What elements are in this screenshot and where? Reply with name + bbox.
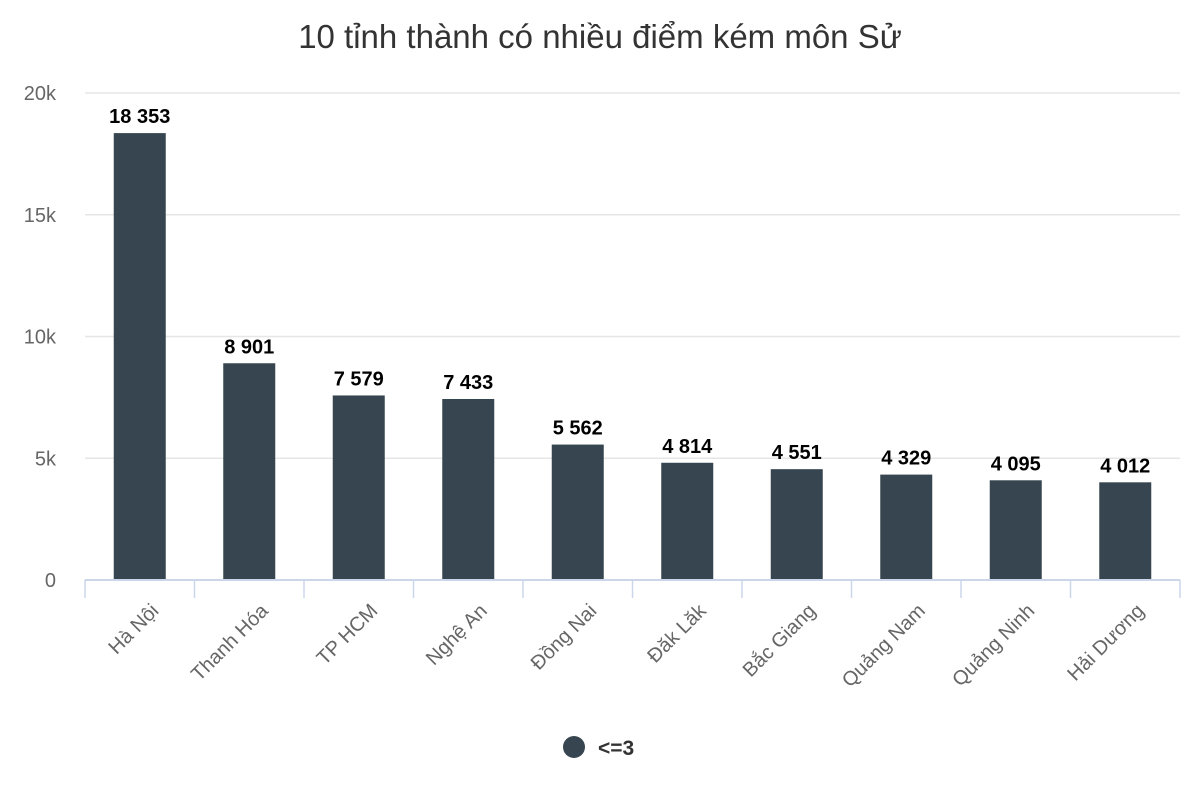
- y-tick-label: 0: [45, 570, 56, 592]
- x-tick-label: Quảng Nam: [838, 600, 930, 692]
- y-tick-label: 15k: [24, 205, 57, 227]
- bar[interactable]: [989, 480, 1042, 580]
- bar[interactable]: [1099, 482, 1152, 580]
- bars: [113, 133, 1152, 581]
- data-label: 7 433: [443, 372, 493, 394]
- data-label: 18 353: [109, 106, 170, 128]
- x-tick-label: Thanh Hóa: [187, 599, 273, 685]
- x-tick-label: Hà Nội: [104, 600, 163, 659]
- data-label: 4 551: [772, 442, 822, 464]
- x-tick-label: Đồng Nai: [527, 600, 602, 675]
- legend-marker[interactable]: [563, 736, 585, 758]
- data-label: 4 814: [662, 436, 713, 458]
- y-tick-label: 5k: [35, 448, 57, 470]
- bar[interactable]: [661, 462, 714, 580]
- x-tick-label: TP HCM: [313, 600, 383, 670]
- data-label: 5 562: [553, 418, 603, 440]
- y-axis: 0 5k 10k 15k 20k: [24, 83, 57, 592]
- bar[interactable]: [880, 474, 933, 580]
- data-label: 7 579: [334, 368, 384, 390]
- y-tick-label: 20k: [24, 83, 57, 105]
- x-tick-label: Bắc Giang: [738, 599, 820, 681]
- x-tick-label: Đăk Lăk: [643, 599, 711, 667]
- data-label: 4 329: [881, 448, 931, 470]
- bar[interactable]: [551, 444, 604, 580]
- chart-title: 10 tỉnh thành có nhiều điểm kém môn Sử: [298, 18, 902, 55]
- x-tick-label: Hải Dương: [1063, 600, 1148, 685]
- bar[interactable]: [113, 133, 166, 581]
- bar[interactable]: [770, 469, 823, 580]
- legend[interactable]: <=3: [563, 736, 634, 760]
- data-label: 8 901: [224, 336, 274, 358]
- legend-label[interactable]: <=3: [598, 737, 634, 760]
- grid-lines: [85, 92, 1180, 459]
- bar[interactable]: [223, 363, 276, 580]
- data-label: 4 012: [1100, 455, 1150, 477]
- x-tick-label: Quảng Ninh: [948, 600, 1039, 691]
- x-axis: Hà Nội Thanh Hóa TP HCM Nghệ An Đồng Nai Đăk …: [84, 579, 1181, 692]
- bar[interactable]: [332, 395, 385, 580]
- y-tick-label: 10k: [24, 327, 57, 349]
- data-labels: 18 353 8 901 7 579 7 433 5 562 4 814 4 551 4 32…: [109, 106, 1150, 477]
- x-tick-label: Nghệ An: [422, 600, 492, 670]
- bar[interactable]: [442, 399, 495, 580]
- data-label: 4 095: [991, 453, 1041, 475]
